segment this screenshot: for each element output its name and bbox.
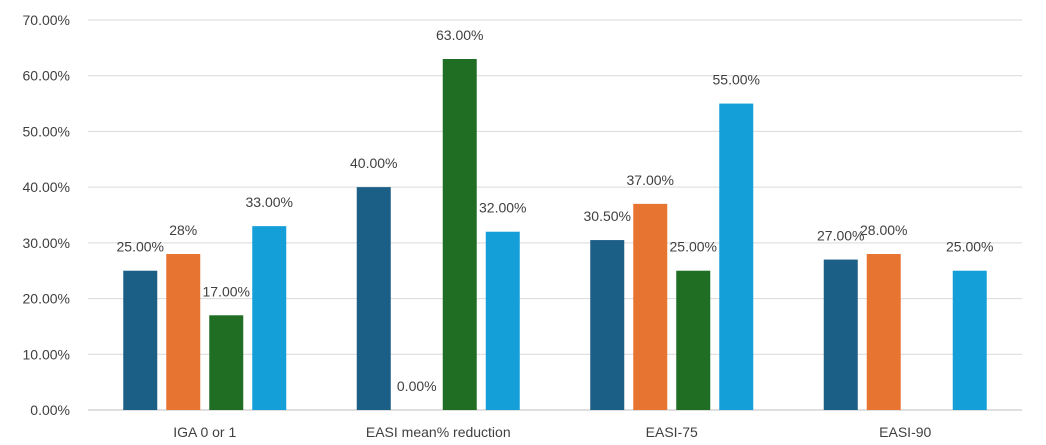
- y-tick-label: 20.00%: [23, 291, 70, 307]
- y-tick-label: 0.00%: [30, 402, 70, 418]
- data-label: 32.00%: [479, 200, 526, 216]
- bar: [485, 231, 520, 410]
- bar: [823, 259, 858, 410]
- data-label: 55.00%: [713, 72, 760, 88]
- data-label: 33.00%: [246, 194, 293, 210]
- bar: [633, 203, 668, 410]
- y-tick-label: 30.00%: [23, 235, 70, 251]
- x-tick-label: EASI-75: [646, 424, 698, 440]
- bars: [123, 59, 987, 411]
- data-label: 28%: [169, 222, 197, 238]
- x-tick-label: IGA 0 or 1: [173, 424, 236, 440]
- bar: [952, 270, 987, 410]
- bar: [209, 315, 244, 410]
- y-tick-label: 60.00%: [23, 68, 70, 84]
- x-axis-ticks: IGA 0 or 1 EASI mean% reduction EASI-75 EAS…: [173, 424, 931, 440]
- bar: [719, 103, 754, 411]
- bar: [442, 59, 477, 410]
- x-tick-label: EASI mean% reduction: [366, 424, 511, 440]
- data-label: 63.00%: [436, 27, 483, 43]
- data-label: 28.00%: [860, 222, 907, 238]
- y-tick-label: 10.00%: [23, 346, 70, 362]
- y-tick-label: 40.00%: [23, 179, 70, 195]
- data-label: 37.00%: [627, 172, 674, 188]
- data-label: 30.50%: [584, 208, 631, 224]
- x-tick-label: EASI-90: [879, 424, 931, 440]
- gridlines: [88, 19, 1022, 411]
- bar: [676, 270, 711, 410]
- data-label: 27.00%: [817, 228, 864, 244]
- bar: [590, 240, 625, 410]
- data-label: 25.00%: [670, 239, 717, 255]
- bar: [123, 270, 158, 410]
- data-label: 25.00%: [946, 239, 993, 255]
- data-label: 0.00%: [397, 378, 437, 394]
- data-labels: 25.00% 28% 17.00% 33.00% 40.00% 0.00% 63.00% 32…: [117, 27, 994, 394]
- data-label: 25.00%: [117, 239, 164, 255]
- data-label: 17.00%: [203, 283, 250, 299]
- y-axis-ticks: 0.00% 10.00% 20.00% 30.00% 40.00% 50.00% 60.00…: [23, 12, 70, 418]
- y-tick-label: 70.00%: [23, 12, 70, 28]
- bar: [252, 226, 287, 410]
- bar: [166, 254, 201, 410]
- bar: [356, 187, 391, 410]
- y-tick-label: 50.00%: [23, 123, 70, 139]
- bar: [866, 254, 901, 410]
- data-label: 40.00%: [350, 155, 397, 171]
